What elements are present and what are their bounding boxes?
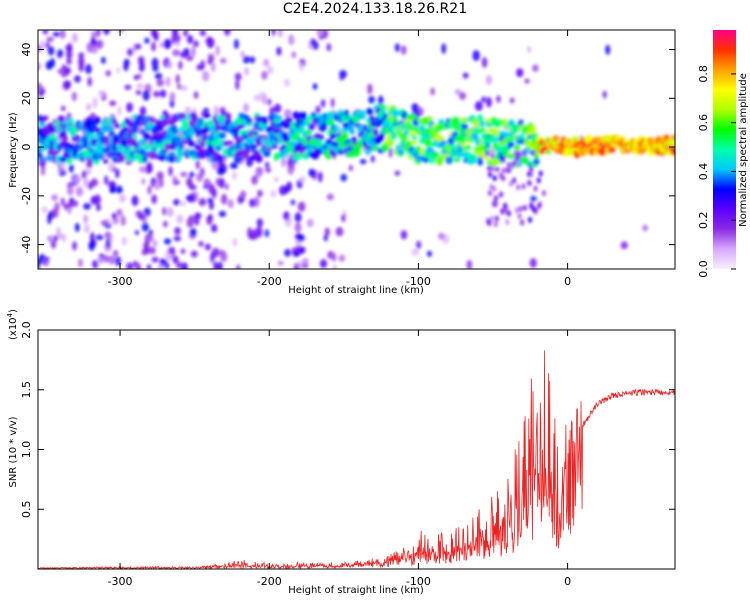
spectrogram-x-tick-label: -300 [108, 275, 133, 288]
spectrogram-y-ticks: -40 -20 0 20 40 [20, 43, 675, 254]
colorbar: 0.0 0.2 0.4 0.6 0.8 Normalized spectral ampl… [697, 30, 749, 278]
snr-x-ticks: -300 -200 -100 0 [108, 330, 571, 588]
colorbar-tick-label: 0.6 [697, 114, 710, 131]
spectrogram-y-axis-label: Frequency (Hz) [8, 112, 19, 188]
spectrogram-x-tick-label: -100 [406, 275, 431, 288]
snr-x-tick-label: -100 [406, 575, 431, 588]
spectrogram-y-tick-label: -20 [20, 187, 33, 205]
colorbar-tick-label: 0.2 [697, 211, 710, 229]
spectrogram-x-axis-label: Height of straight line (km) [288, 285, 424, 296]
spectrogram-x-ticks: -300 -200 -100 0 [108, 30, 571, 288]
snr-x-tick-label: -200 [257, 575, 282, 588]
spectrogram-x-tick-label: 0 [564, 275, 571, 288]
spectrogram-y-tick-label: -40 [20, 236, 33, 254]
snr-y-tick-label: 1.5 [20, 381, 33, 399]
spectrogram-y-tick-label: 40 [20, 43, 33, 57]
spectrogram-frame [37, 29, 676, 270]
snr-y-tick-label: 1.0 [20, 441, 33, 459]
spectrogram-x-tick-label: -200 [257, 275, 282, 288]
colorbar-tick-label: 0.0 [697, 260, 710, 278]
colorbar-tick-label: 0.8 [697, 65, 710, 83]
snr-x-axis-label: Height of straight line (km) [288, 585, 424, 596]
snr-y-multiplier: (x104) [6, 309, 19, 340]
snr-y-ticks: 0.5 1.0 1.5 2.0 [20, 321, 675, 518]
snr-x-tick-label: -300 [108, 575, 133, 588]
colorbar-ticks: 0.0 0.2 0.4 0.6 0.8 [697, 65, 736, 278]
snr-panel: -300 -200 -100 0 0.5 1.0 1.5 2.0 Height of str… [6, 309, 676, 596]
snr-y-axis-label: SNR (10 * v/v) [8, 416, 19, 487]
snr-y-tick-label: 0.5 [20, 501, 33, 519]
snr-x-tick-label: 0 [564, 575, 571, 588]
spectrogram-y-tick-label: 0 [20, 144, 33, 151]
chart-title: C2E4.2024.133.18.26.R21 [282, 1, 468, 17]
colorbar-gradient [713, 30, 736, 269]
colorbar-label: Normalized spectral amplitude [738, 73, 749, 227]
snr-line [38, 350, 675, 569]
snr-series [38, 350, 675, 569]
colorbar-tick-label: 0.4 [697, 163, 710, 181]
snr-y-tick-label: 2.0 [20, 321, 33, 339]
spectrogram-y-tick-label: 20 [20, 91, 33, 105]
